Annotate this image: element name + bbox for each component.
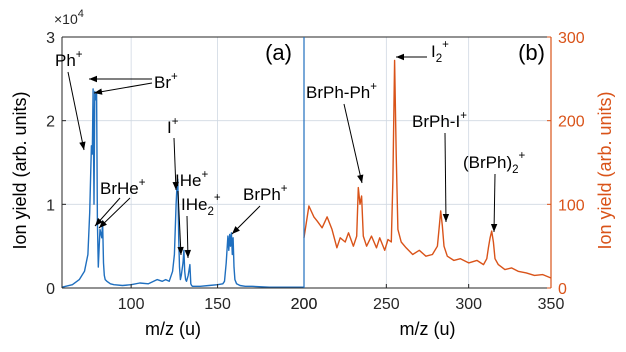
y-tick-label: 1 [46, 197, 55, 214]
annotation-label: IHe+ [175, 169, 208, 190]
y-tick-label: 2 [46, 114, 55, 131]
annotation-arrow [173, 137, 177, 191]
annotation-arrow [343, 103, 363, 184]
panel-label: (b) [518, 40, 545, 65]
annotation-label: (BrPh)2+ [463, 150, 526, 176]
y-tick-label: 300 [558, 30, 585, 47]
panel-b: 200 250 300 350 m/z (u) (b) 0 100 200 300 Ion yiel… [291, 30, 615, 339]
y-tick-label: 100 [558, 197, 585, 214]
annotation-label: BrPh+ [243, 183, 288, 204]
arrow-head [357, 174, 364, 183]
x-tick-label: 250 [373, 296, 400, 313]
annotation-label: BrPh-Ph+ [306, 81, 377, 102]
arrow-head [94, 88, 103, 95]
arrow-head [490, 223, 498, 232]
annotation-label: I+ [167, 116, 179, 137]
annotation-label: IHe2+ [181, 192, 221, 218]
annotation-label: BrHe+ [100, 177, 146, 198]
annotation-arrow [493, 173, 496, 233]
y-tick-label: 0 [46, 281, 55, 298]
x-tick-label: 300 [455, 296, 482, 313]
arrow-head [232, 226, 240, 234]
annotation-label: I2+ [431, 39, 449, 65]
arrow-head [172, 181, 179, 190]
x-axis-label: m/z (u) [400, 319, 456, 339]
y-tick-label: 0 [558, 281, 567, 298]
x-tick-label: 100 [118, 296, 145, 313]
arrow-head [89, 75, 97, 83]
arrow-head [184, 249, 192, 258]
arrow-head [396, 53, 404, 61]
annotation-arrow [177, 190, 182, 256]
arrow-head [442, 213, 450, 222]
x-axis-label: m/z (u) [145, 319, 201, 339]
x-tick-label: 150 [204, 296, 231, 313]
x-tick-label: 350 [538, 296, 565, 313]
arrow-head [95, 217, 103, 226]
panel-label: (a) [265, 40, 292, 65]
y-tick-label: 200 [558, 114, 585, 131]
annotation-label: BrPh-I+ [412, 110, 467, 131]
annotation-label: Ph+ [55, 49, 83, 70]
annotation-label: Br+ [154, 71, 178, 92]
series-line [303, 59, 552, 279]
arrow-head [79, 141, 86, 150]
arrow-head [177, 246, 184, 255]
arrow-head [99, 220, 107, 228]
y-axis-label-right: Ion yield (arb. units) [595, 91, 615, 249]
y-axis-label-left: Ion yield (arb. units) [10, 91, 30, 249]
y-multiplier: ×104 [54, 8, 84, 27]
annotation-arrow [67, 71, 85, 151]
x-tick-label: 200 [291, 296, 318, 313]
series-line [61, 88, 304, 288]
panel-a: 100 150 200 m/z (u) (a) 0 1 2 3 ×104 Ion yield (ar… [10, 8, 317, 339]
x-tick-label: 200 [291, 296, 318, 313]
annotation-arrow [93, 82, 153, 94]
annotation-arrow [444, 132, 447, 223]
y-tick-label: 3 [46, 30, 55, 47]
